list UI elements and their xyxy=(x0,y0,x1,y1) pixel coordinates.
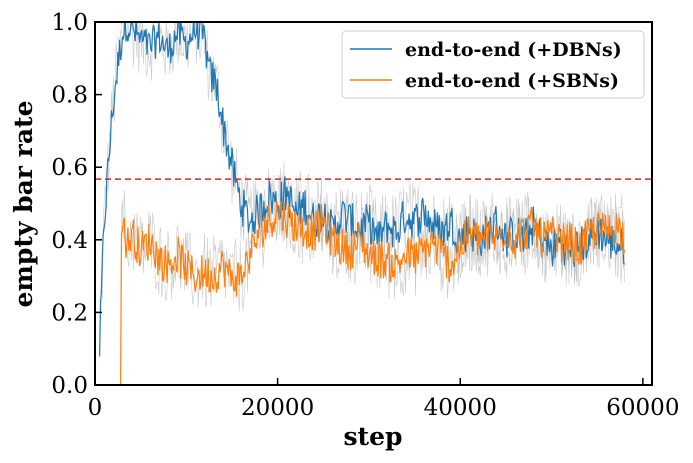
plot-frame xyxy=(94,21,653,386)
legend-label-sbns: end-to-end (+SBNs) xyxy=(405,70,619,92)
x-tick-label: 0 xyxy=(88,395,103,421)
x-axis-label: step xyxy=(343,422,402,451)
legend: end-to-end (+DBNs) end-to-end (+SBNs) xyxy=(341,30,645,99)
y-tick-label: 0.4 xyxy=(51,228,88,254)
series-line xyxy=(99,22,626,357)
legend-box xyxy=(341,30,645,99)
x-tick-label: 60000 xyxy=(606,395,679,421)
legend-label-dbns: end-to-end (+DBNs) xyxy=(405,39,622,61)
y-axis-label: empty bar rate xyxy=(9,101,38,308)
y-tick-label: 0.2 xyxy=(51,300,88,326)
x-tick-label: 20000 xyxy=(241,395,314,421)
series-line xyxy=(117,200,626,385)
series-lines xyxy=(99,22,626,385)
axis-ticks: 0 20000 40000 60000 0.0 0.2 0.4 0.6 0.8 1.0 xyxy=(51,10,679,421)
y-tick-label: 0.6 xyxy=(51,155,88,181)
y-tick-label: 1.0 xyxy=(51,10,88,36)
y-tick-label: 0.8 xyxy=(51,83,88,109)
raw-trace xyxy=(99,22,625,337)
x-tick-label: 40000 xyxy=(424,395,497,421)
y-tick-label: 0.0 xyxy=(51,373,88,399)
